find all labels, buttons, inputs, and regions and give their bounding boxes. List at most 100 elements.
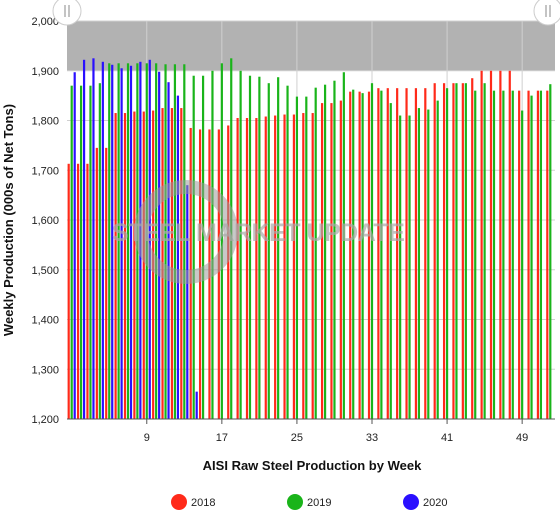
bar-2018-week-30 — [339, 100, 342, 419]
bar-2019-week-50 — [530, 95, 533, 419]
bar-2019-week-31 — [352, 89, 355, 419]
bar-2020-week-4 — [101, 61, 104, 420]
bar-2018-week-29 — [330, 103, 333, 420]
bar-2020-week-7 — [129, 65, 133, 420]
bar-2019-week-5 — [108, 63, 111, 419]
bar-2019-week-33 — [370, 83, 374, 419]
bar-2019-week-20 — [248, 75, 252, 419]
bar-2019-week-52 — [549, 84, 552, 420]
bar-2018-week-28 — [320, 103, 324, 420]
legend: 2018 2019 2020 — [171, 494, 447, 510]
bar-2019-week-14 — [192, 75, 195, 419]
bar-2018-week-19 — [236, 118, 239, 419]
bar-2019-week-13 — [183, 64, 186, 419]
bar-2018-week-45 — [480, 70, 483, 419]
bar-2019-week-21 — [258, 76, 261, 419]
bar-2019-week-36 — [399, 115, 402, 420]
bar-2018-week-52 — [546, 90, 549, 420]
bar-2018-week-40 — [433, 83, 436, 419]
legend-label: 2020 — [423, 497, 447, 509]
bar-2018-week-43 — [461, 83, 464, 419]
bar-2019-week-47 — [502, 90, 505, 420]
bar-2019-week-11 — [164, 64, 167, 419]
bar-2018-week-8 — [133, 111, 136, 420]
watermark-logo-circle — [134, 180, 238, 284]
bar-2018-week-27 — [311, 113, 314, 419]
bar-2018-week-42 — [452, 83, 455, 419]
bar-2019-week-42 — [455, 83, 458, 419]
bar-2018-week-51 — [536, 90, 540, 420]
bar-2020-week-9 — [148, 59, 151, 420]
bar-2020-week-12 — [176, 95, 180, 419]
bar-2019-week-48 — [511, 90, 514, 420]
y-tick-label: 1,500 — [31, 265, 59, 277]
bar-2018-week-12 — [170, 108, 174, 419]
right-range-handle[interactable] — [533, 0, 560, 26]
bar-2019-week-12 — [173, 64, 177, 419]
bar-2020-week-10 — [158, 71, 161, 420]
bar-2019-week-17 — [220, 63, 223, 419]
bar-2019-week-41 — [445, 88, 449, 419]
bar-2019-week-46 — [492, 90, 496, 420]
x-axis-title: AISI Raw Steel Production by Week — [203, 458, 422, 473]
bar-2019-week-26 — [305, 96, 308, 420]
legend-item-2019[interactable]: 2019 — [287, 494, 331, 510]
bar-2018-week-39 — [424, 88, 427, 419]
x-tick-label: 17 — [216, 432, 228, 444]
bar-2019-week-27 — [314, 87, 317, 419]
legend-item-2020[interactable]: 2020 — [403, 494, 447, 510]
bar-2019-week-24 — [286, 85, 289, 420]
bar-2018-week-1 — [67, 163, 70, 419]
bar-2019-week-32 — [361, 93, 364, 419]
bar-2020-week-3 — [92, 58, 95, 419]
bar-2018-week-7 — [123, 113, 127, 419]
bar-2018-week-22 — [264, 116, 267, 420]
bar-2018-week-24 — [283, 114, 286, 419]
x-tick-label: 49 — [516, 432, 528, 444]
bar-2018-week-34 — [377, 88, 380, 419]
bar-2019-week-16 — [211, 70, 214, 419]
y-tick-label: 1,800 — [31, 116, 59, 128]
bar-2018-week-3 — [86, 163, 89, 419]
bar-2018-week-25 — [292, 114, 296, 419]
x-tick-label: 41 — [441, 432, 453, 444]
bar-2019-week-10 — [155, 63, 158, 419]
bar-2019-week-40 — [436, 100, 439, 419]
bar-2018-week-13 — [180, 108, 183, 419]
bar-2019-week-3 — [89, 85, 92, 420]
bar-2018-week-47 — [499, 70, 502, 419]
bar-2019-week-38 — [417, 108, 421, 419]
left-range-handle[interactable] — [52, 0, 82, 26]
legend-item-2018[interactable]: 2018 — [171, 494, 215, 510]
bar-2019-week-1 — [70, 85, 73, 420]
y-tick-label: 1,300 — [31, 364, 59, 376]
y-tick-label: 1,200 — [31, 414, 59, 426]
legend-label: 2019 — [307, 497, 331, 509]
y-tick-label: 1,600 — [31, 215, 59, 227]
bar-2018-week-20 — [245, 118, 249, 419]
navigator-handles[interactable] — [52, 0, 560, 26]
legend-label: 2018 — [191, 497, 215, 509]
bar-2019-week-6 — [117, 63, 120, 419]
bar-2018-week-26 — [302, 113, 305, 419]
bar-2018-week-38 — [414, 88, 418, 419]
bar-2018-week-44 — [471, 78, 474, 420]
axes: 1,200 1,300 1,400 1,500 1,600 1,700 1,800 1,900… — [31, 16, 555, 444]
bar-2018-week-4 — [95, 147, 98, 420]
bar-2019-week-2 — [79, 85, 83, 420]
bar-2018-week-5 — [105, 147, 108, 420]
bar-2019-week-29 — [333, 80, 336, 419]
bar-2018-week-41 — [442, 83, 446, 419]
bar-2019-week-28 — [323, 84, 327, 420]
bar-2018-week-31 — [349, 91, 352, 420]
bar-2019-week-23 — [277, 77, 280, 419]
bar-2018-week-49 — [518, 90, 521, 420]
bar-2018-week-46 — [489, 70, 493, 419]
bar-2019-week-43 — [464, 83, 467, 419]
watermark: STEEL MARKET UPDATE — [112, 180, 405, 284]
legend-marker — [287, 494, 303, 510]
bar-2019-week-39 — [427, 109, 430, 420]
bar-2019-week-44 — [474, 90, 477, 420]
bar-2020-week-14 — [195, 391, 198, 419]
